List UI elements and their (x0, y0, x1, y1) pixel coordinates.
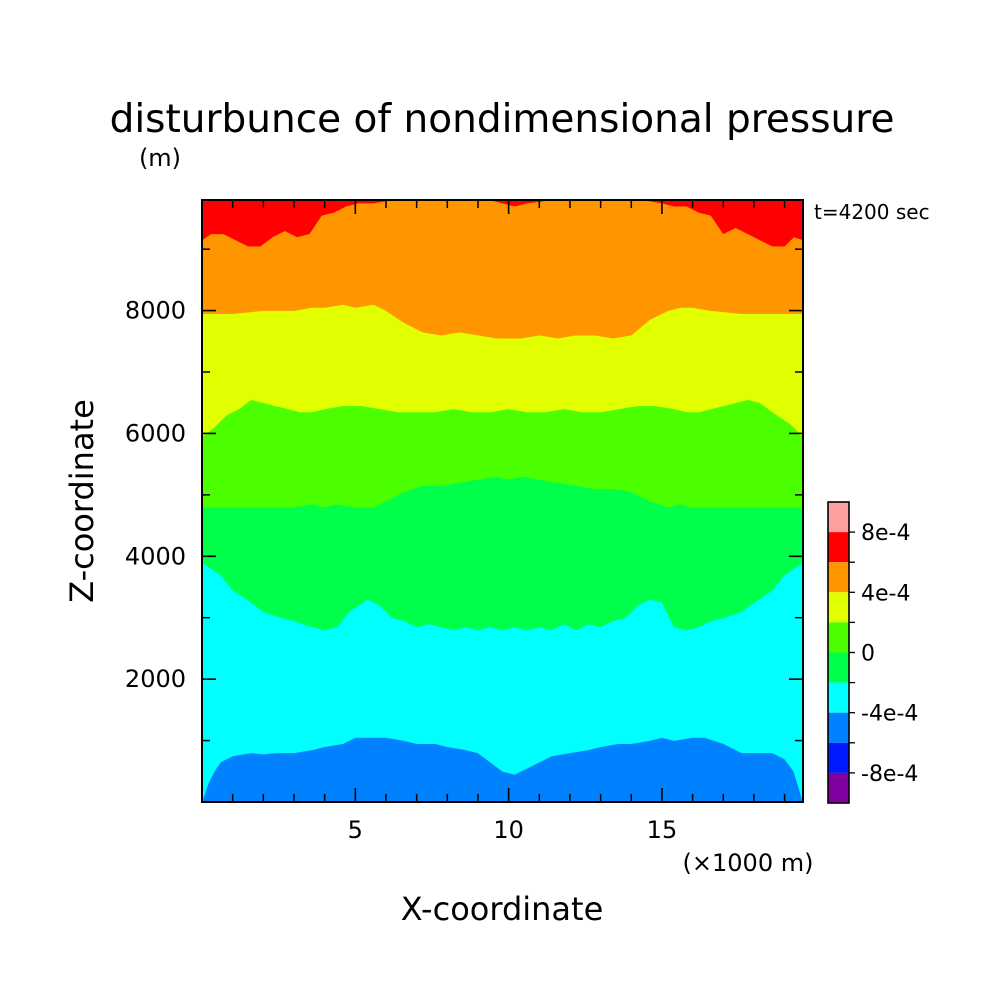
plot-frame (201, 199, 804, 803)
colorbar-swatch (828, 712, 849, 743)
chart-title: disturbunce of nondimensional pressure (110, 97, 895, 142)
time-label: t=4200 sec (814, 200, 930, 224)
y-tick-label: 4000 (125, 542, 186, 570)
colorbar-swatch (828, 562, 849, 593)
contour-fill-group (202, 200, 803, 802)
colorbar: 8e-4 4e-4 0 -4e-4 -8e-4 (827, 501, 918, 804)
colorbar-swatch (828, 682, 849, 713)
y-axis: 2000 4000 6000 8000 (125, 248, 803, 742)
units-label: (m) (139, 144, 181, 172)
y-axis-label: Z-coordinate (63, 399, 101, 603)
x-tick-label: 5 (348, 816, 363, 844)
x-tick-label: 15 (647, 816, 678, 844)
colorbar-label: -4e-4 (861, 702, 918, 727)
x-axis: 5 10 15 (231, 200, 786, 844)
colorbar-swatch (828, 772, 849, 803)
y-tick-label: 8000 (125, 297, 186, 325)
x-unit-label: (×1000 m) (683, 849, 814, 877)
colorbar-label: 0 (861, 642, 875, 667)
colorbar-swatch (828, 532, 849, 563)
x-tick-label: 10 (493, 816, 524, 844)
colorbar-swatch (828, 502, 849, 533)
colorbar-label: 8e-4 (861, 521, 910, 546)
x-axis-label: X-coordinate (401, 890, 604, 928)
colorbar-swatch (828, 742, 849, 773)
y-tick-label: 6000 (125, 419, 186, 447)
colorbar-swatch (828, 592, 849, 623)
y-tick-label: 2000 (125, 665, 186, 693)
colorbar-label: 4e-4 (861, 581, 910, 606)
colorbar-swatch (828, 622, 849, 653)
colorbar-swatch (828, 652, 849, 683)
colorbar-label: -8e-4 (861, 762, 918, 787)
